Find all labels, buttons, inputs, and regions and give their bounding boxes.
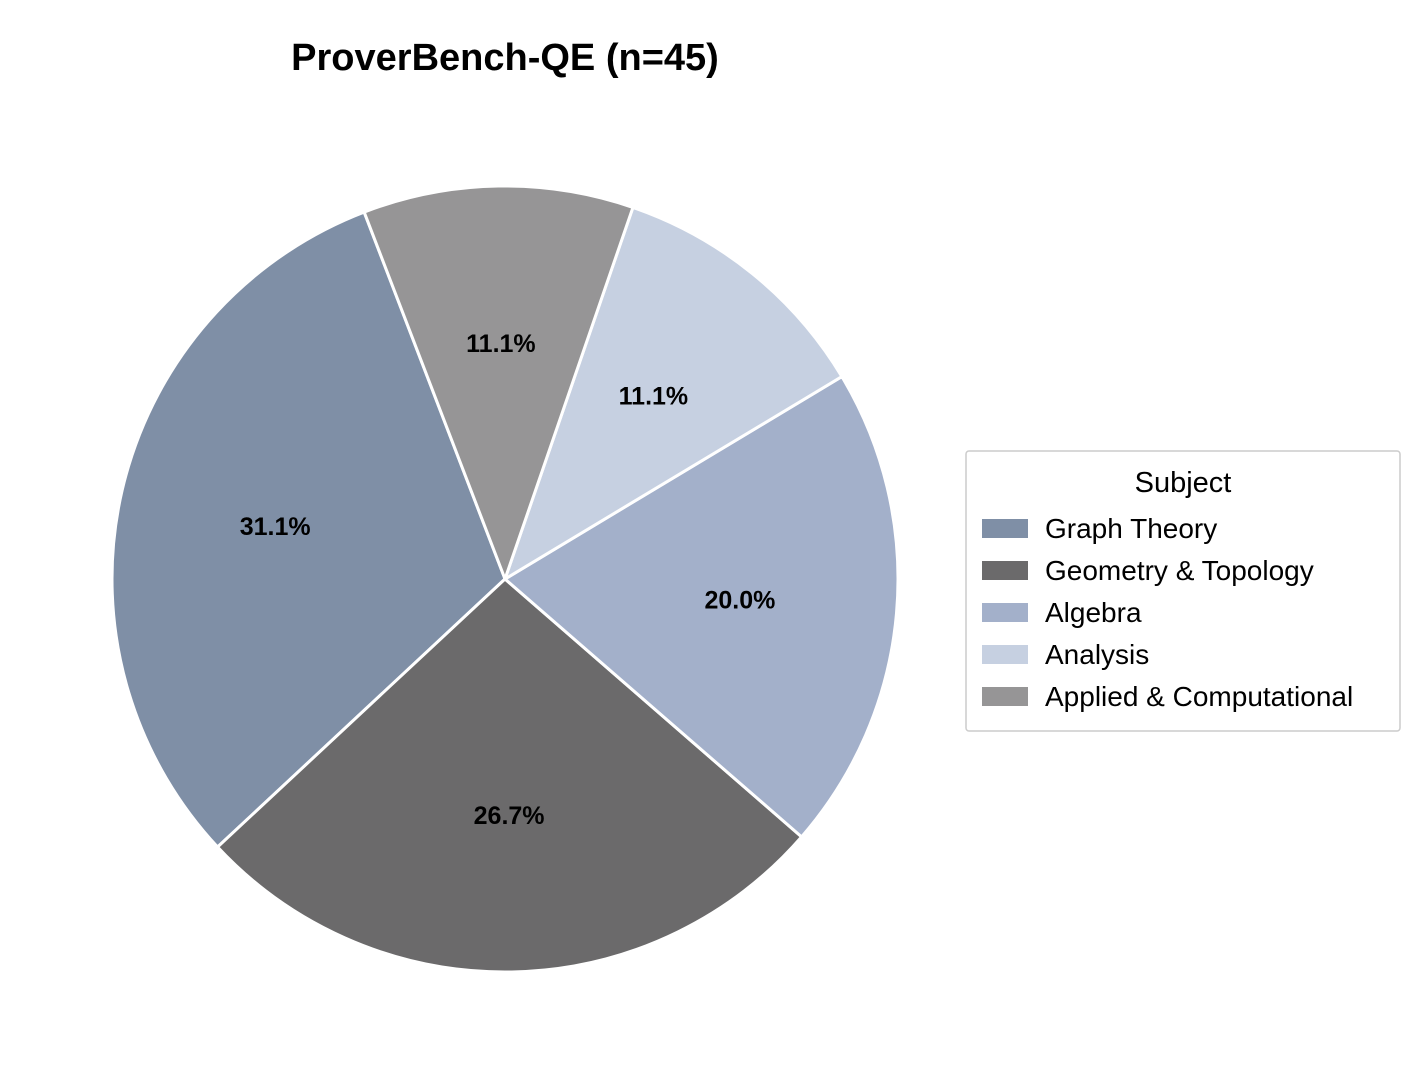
legend-label-applied-and-computational: Applied & Computational [1045, 681, 1353, 712]
pie-percent-labels: 31.1% 26.7% 20.0% 11.1% 11.1% [240, 330, 776, 830]
legend-label-algebra: Algebra [1045, 597, 1142, 628]
legend: Subject Graph Theory Geometry & Topology A… [965, 450, 1401, 732]
pie-slice-applied-and-computational [362, 184, 635, 581]
legend-swatch-applied-and-computational [982, 687, 1028, 706]
pie-percent-label-geometry-and-topology: 26.7% [474, 802, 545, 830]
legend-title: Subject [1135, 467, 1232, 499]
legend-items: Graph Theory Geometry & Topology Algebra An… [982, 513, 1353, 712]
legend-swatch-geometry-and-topology [982, 561, 1028, 580]
pie-percent-label-algebra: 20.0% [704, 587, 775, 615]
pie-percent-label-applied-and-computational: 11.1% [466, 330, 536, 358]
pie-percent-label-graph-theory: 31.1% [240, 513, 311, 541]
legend-label-graph-theory: Graph Theory [1045, 513, 1217, 544]
pie-slices [110, 184, 900, 974]
legend-swatch-analysis [982, 645, 1028, 664]
legend-label-geometry-and-topology: Geometry & Topology [1045, 555, 1314, 586]
pie-percent-label-analysis: 11.1% [619, 383, 689, 411]
legend-label-analysis: Analysis [1045, 639, 1149, 670]
pie-slice-algebra [503, 375, 900, 839]
pie-slice-analysis [503, 205, 844, 581]
legend-swatch-graph-theory [982, 519, 1028, 538]
pie-slice-geometry-and-topology [216, 577, 804, 974]
pie-slice-graph-theory [110, 210, 507, 849]
legend-frame [965, 450, 1401, 732]
chart-title: ProverBench-QE (n=45) [291, 37, 719, 79]
legend-swatch-algebra [982, 603, 1028, 622]
